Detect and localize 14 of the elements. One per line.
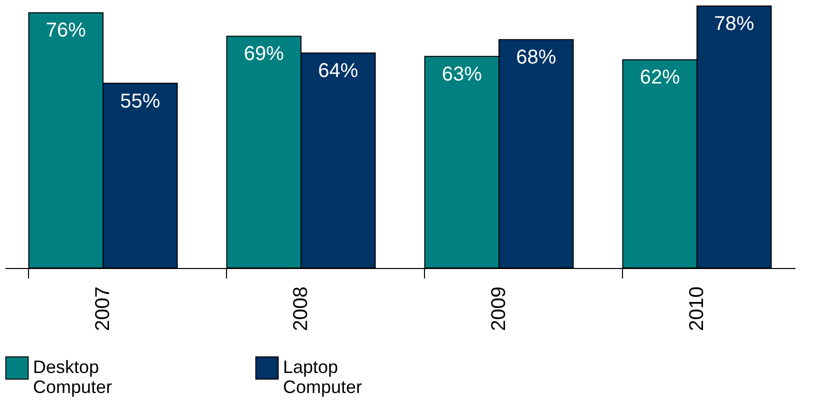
data-label: 64% [318, 60, 358, 82]
x-tick-label: 2007 [92, 286, 114, 331]
data-label: 68% [516, 46, 556, 69]
x-tick-label: 2008 [290, 286, 312, 331]
data-label: 63% [442, 63, 482, 86]
x-tick-label: 2009 [488, 286, 510, 331]
legend-label: Laptop Computer [283, 357, 362, 397]
data-label: 76% [46, 20, 86, 42]
data-label: 69% [244, 43, 284, 66]
data-label: 78% [714, 13, 754, 35]
data-label: 55% [120, 90, 160, 112]
x-tick-label: 2010 [686, 286, 708, 331]
legend-label: Desktop Computer [33, 357, 112, 397]
data-label: 62% [640, 66, 680, 89]
